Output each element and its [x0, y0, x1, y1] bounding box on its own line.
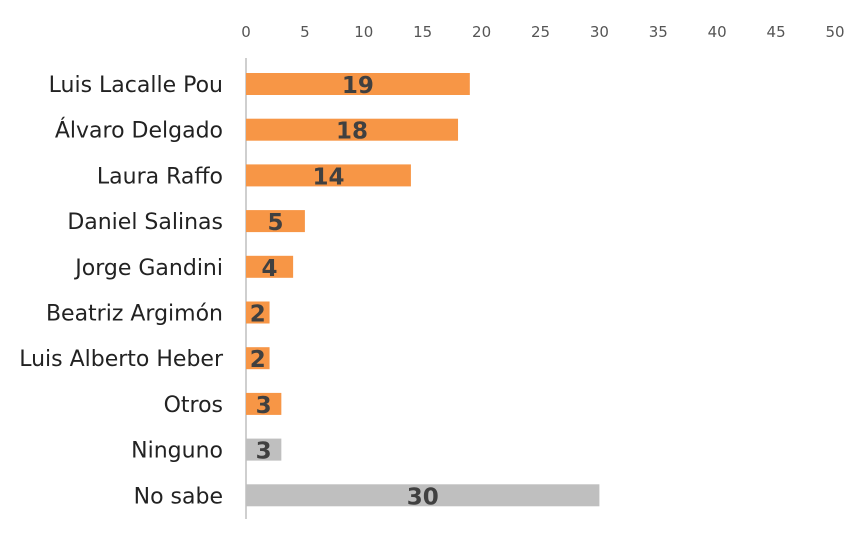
data-label: 2 [250, 302, 266, 328]
data-label: 14 [312, 164, 344, 190]
x-tick-label: 10 [354, 23, 373, 41]
category-label: Luis Lacalle Pou [49, 73, 223, 98]
category-label: No sabe [134, 484, 223, 509]
data-label: 5 [267, 210, 283, 236]
category-labels: Luis Lacalle Pou Álvaro Delgado Laura Raff… [19, 73, 224, 509]
bar [246, 255, 294, 278]
data-label: 19 [342, 73, 374, 99]
x-tick-label: 45 [767, 23, 786, 41]
bar [246, 210, 305, 233]
data-label: 18 [336, 119, 368, 145]
category-label: Luis Alberto Heber [19, 347, 224, 372]
data-labels: 19 18 14 5 4 2 2 3 3 30 [250, 73, 439, 510]
bar [246, 118, 459, 141]
x-tick-label: 40 [708, 23, 727, 41]
x-axis-ticks: 0 5 10 15 20 25 30 35 40 45 50 [241, 23, 844, 41]
data-label: 30 [407, 484, 439, 510]
data-label: 4 [262, 256, 278, 282]
category-label: Otros [164, 393, 223, 418]
bar [246, 392, 282, 415]
data-label: 2 [250, 347, 266, 373]
bar-series [246, 73, 600, 507]
x-tick-label: 20 [472, 23, 491, 41]
x-tick-label: 50 [825, 23, 844, 41]
bar [246, 484, 600, 507]
x-tick-label: 15 [413, 23, 432, 41]
bar [246, 347, 270, 370]
x-tick-label: 35 [649, 23, 668, 41]
bar [246, 301, 270, 324]
x-tick-label: 30 [590, 23, 609, 41]
category-label: Álvaro Delgado [55, 118, 223, 144]
data-label: 3 [256, 393, 272, 419]
bar [246, 73, 470, 95]
category-label: Jorge Gandini [73, 256, 223, 281]
category-label: Beatriz Argimón [46, 302, 223, 327]
category-label: Laura Raffo [97, 164, 223, 189]
bar [246, 438, 282, 461]
category-label: Ninguno [131, 439, 223, 464]
x-tick-label: 25 [531, 23, 550, 41]
x-tick-label: 0 [241, 23, 251, 41]
bar [246, 164, 411, 187]
data-label: 3 [256, 439, 272, 465]
x-tick-label: 5 [300, 23, 310, 41]
category-label: Daniel Salinas [67, 210, 223, 235]
